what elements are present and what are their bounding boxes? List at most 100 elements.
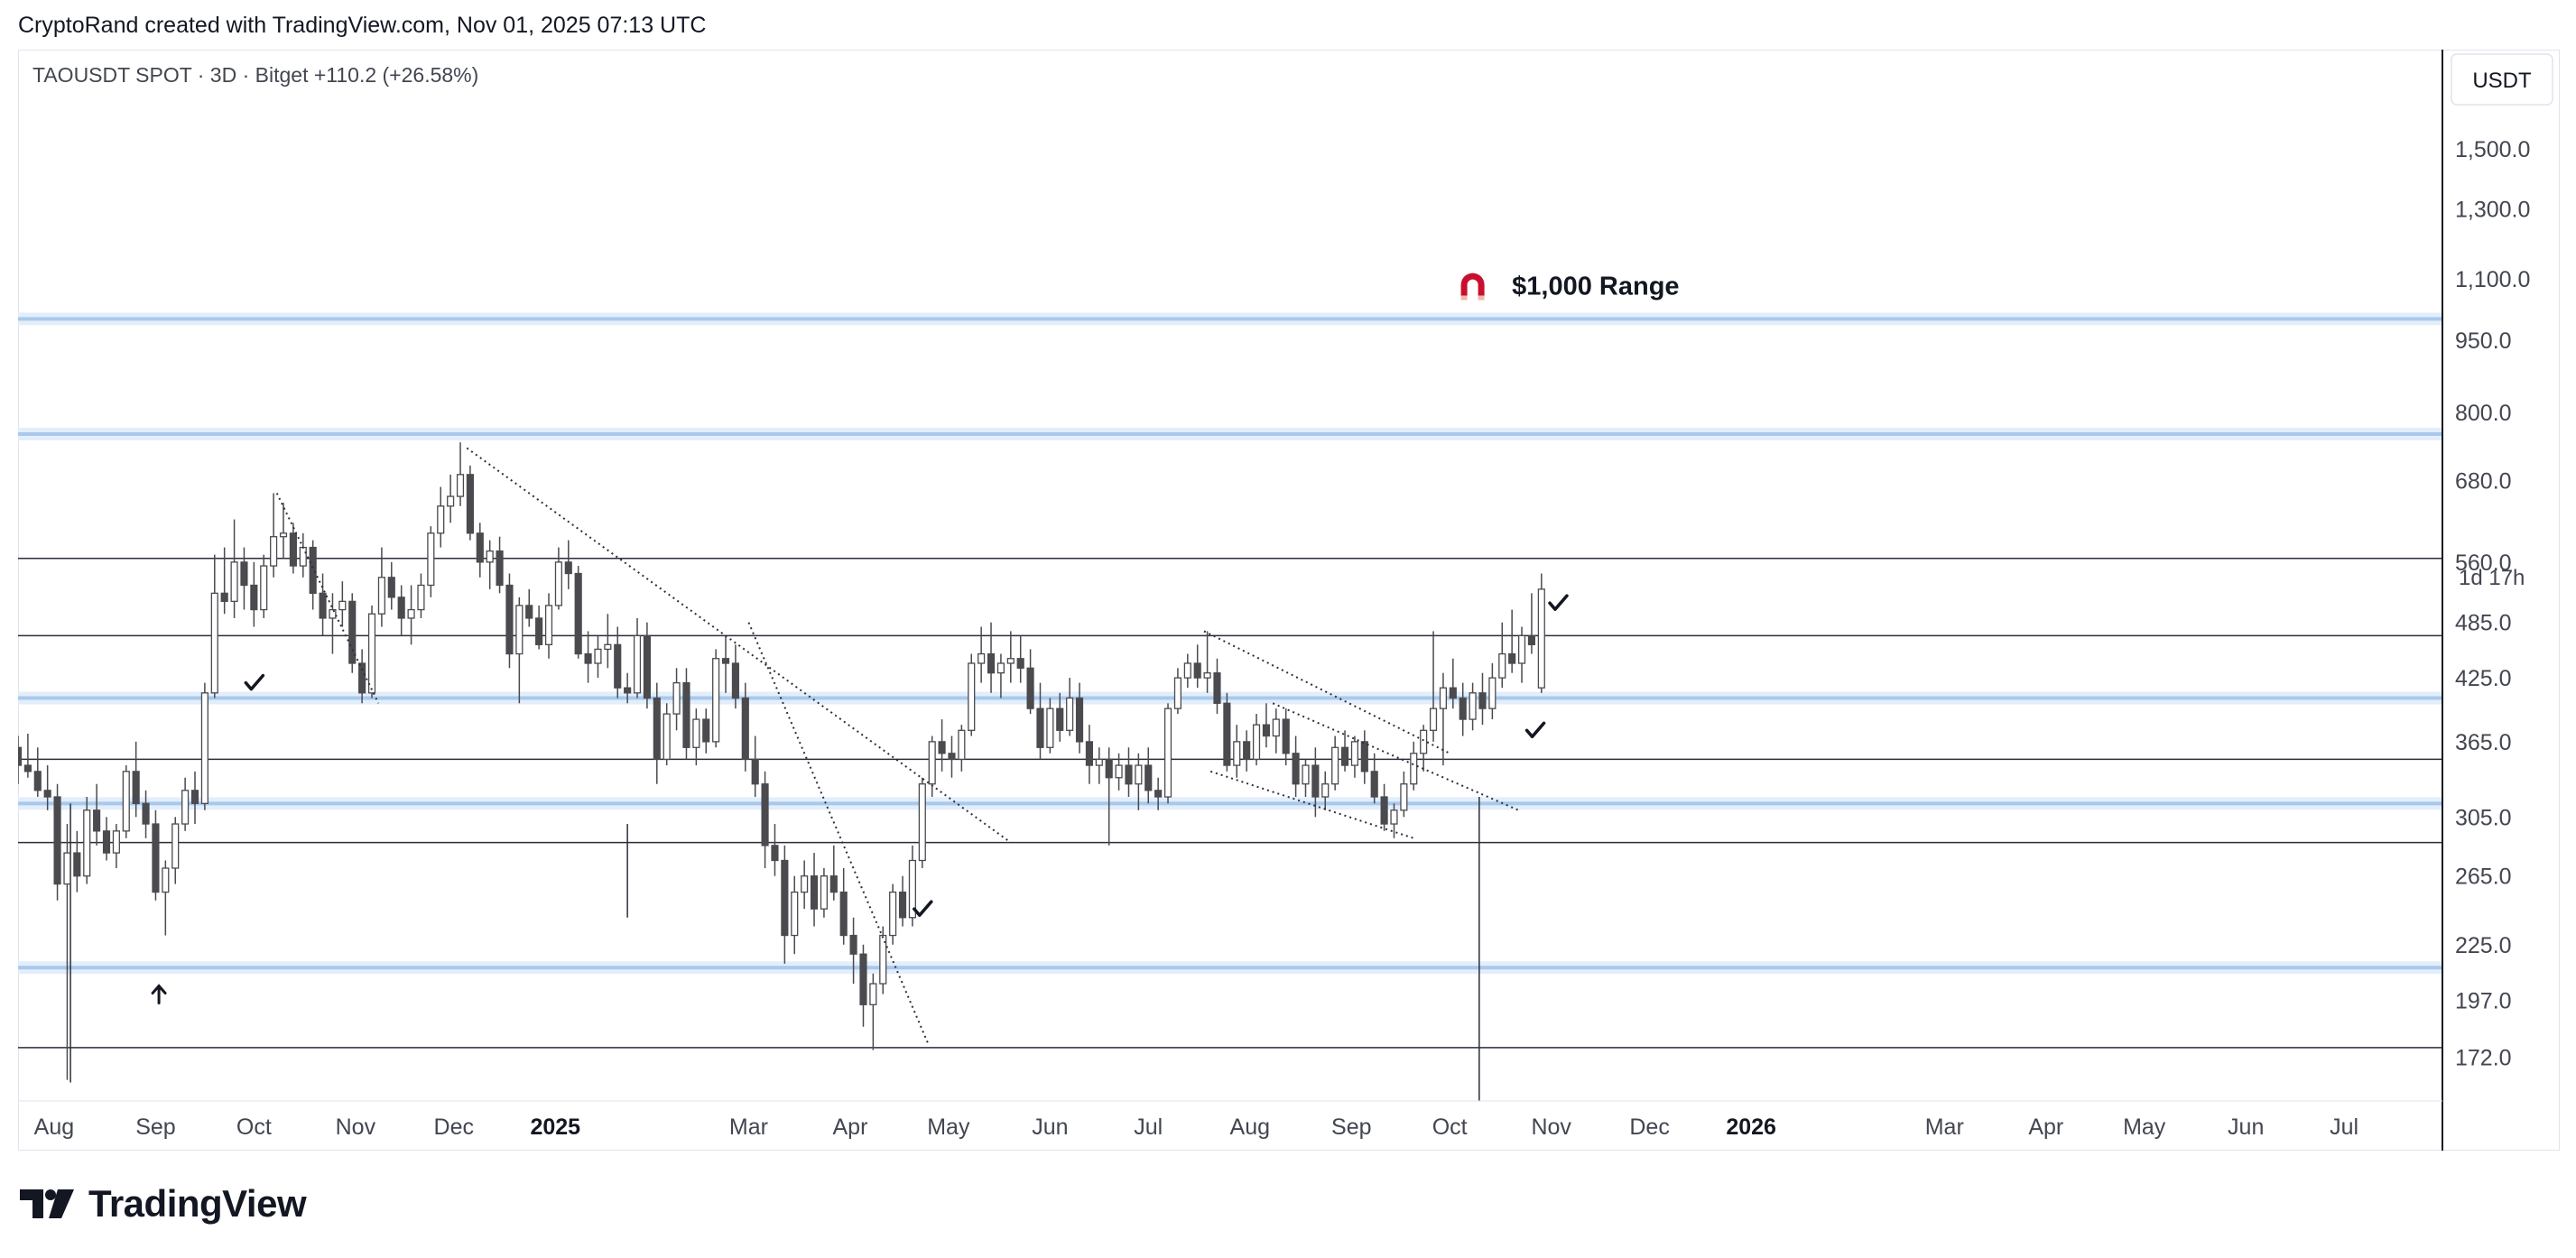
candle [1233, 725, 1241, 778]
candle [240, 547, 248, 610]
candle [1036, 682, 1044, 760]
price-tick-label: 225.0 [2455, 933, 2512, 958]
candle-body [918, 783, 926, 862]
candle-body [898, 891, 907, 919]
candle [574, 566, 582, 659]
candle-body [43, 790, 51, 798]
candle [1105, 747, 1113, 846]
candle [682, 668, 690, 760]
checkmark-icon [244, 673, 265, 691]
candle [260, 554, 268, 618]
candle [771, 824, 779, 876]
candle-body [1370, 771, 1378, 798]
candle [859, 944, 867, 1027]
magnet-icon [1460, 273, 1485, 301]
candle-body [978, 652, 986, 664]
candle-body [1311, 764, 1320, 798]
candle-body [496, 550, 504, 587]
time-tick-label: Jul [1134, 1115, 1163, 1140]
candle-body [1302, 764, 1310, 785]
candle [948, 735, 956, 778]
price-tick-label: 172.0 [2455, 1046, 2512, 1071]
price-tick-label: 950.0 [2455, 328, 2512, 354]
candle-body [200, 692, 208, 805]
candle [791, 875, 799, 955]
candle [102, 817, 111, 861]
candle-body [515, 605, 524, 655]
candle-body [731, 662, 739, 699]
price-chart[interactable]: $1,000 Range USDT 1,500.0 1,300.0 1,100.0 950… [0, 0, 2576, 1164]
chart-caption: CryptoRand created with TradingView.com,… [18, 13, 707, 38]
candle [348, 593, 357, 673]
trendline [1203, 630, 1450, 754]
price-tick-label: 197.0 [2455, 989, 2512, 1014]
candle-body [1420, 729, 1428, 754]
candle [721, 635, 730, 693]
candle [663, 703, 671, 766]
candle-body [810, 875, 819, 910]
time-tick-label: Jun [1032, 1115, 1068, 1140]
candle [466, 465, 474, 541]
candle-body [289, 532, 297, 567]
time-tick-label: Oct [236, 1115, 272, 1140]
candle [1282, 708, 1290, 766]
candle-body [1400, 783, 1408, 811]
candle [1135, 753, 1143, 810]
candle [210, 554, 218, 698]
candle-body [387, 577, 395, 598]
magnet-tip [1478, 295, 1485, 301]
candle-body [1223, 702, 1231, 766]
candle-body [1144, 764, 1153, 791]
candle-body [554, 561, 562, 606]
candle-body [1095, 758, 1103, 766]
price-tick-label: 560.0 [2455, 550, 2512, 576]
currency-button[interactable] [2451, 53, 2553, 106]
candle-body [702, 718, 710, 743]
candle-body [83, 809, 91, 877]
candle-body [1488, 677, 1496, 709]
candle [377, 547, 385, 627]
candle [996, 653, 1005, 698]
candle-body [338, 600, 347, 611]
candle [1163, 703, 1172, 804]
candle [1311, 747, 1320, 818]
candle [162, 860, 170, 936]
candle [476, 523, 484, 578]
candle [653, 682, 661, 784]
candle [801, 860, 809, 910]
candle-body [220, 592, 228, 603]
candle-body [112, 830, 120, 854]
candle-body [447, 495, 455, 507]
candle [820, 868, 828, 918]
candle-body [869, 983, 877, 1005]
candle-body [1173, 677, 1181, 709]
candle [250, 561, 258, 627]
candle [614, 626, 622, 698]
candle-body [132, 771, 140, 805]
candle-body [33, 771, 42, 791]
candle [505, 573, 514, 669]
candle [564, 540, 572, 589]
candle-body [1193, 662, 1201, 679]
candle [898, 875, 907, 927]
candle [18, 735, 23, 784]
candle-body [319, 592, 327, 619]
candle-body [1527, 634, 1536, 645]
candle [829, 845, 838, 901]
candle-body [486, 550, 494, 563]
candle [73, 830, 81, 893]
checkmark-icon [913, 900, 933, 917]
candle-body [643, 634, 651, 699]
candle-body [299, 546, 307, 567]
candle [1537, 573, 1545, 693]
candle-body [309, 546, 317, 594]
candle [152, 809, 160, 901]
candle [1154, 777, 1163, 810]
candle [928, 735, 936, 798]
candle-body [1183, 662, 1191, 679]
tradingview-logo[interactable]: TradingView [20, 1182, 307, 1225]
bar-countdown-label: 1d 17h [2459, 566, 2525, 590]
time-tick-label: May [927, 1115, 970, 1140]
candle-body [367, 613, 376, 694]
candle-body [1380, 796, 1388, 825]
